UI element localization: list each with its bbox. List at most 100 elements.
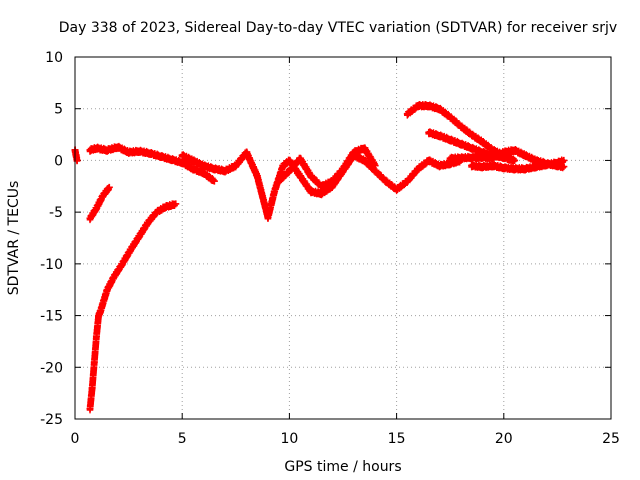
data-point (360, 144, 368, 152)
data-point (478, 138, 486, 146)
data-point (118, 260, 126, 268)
data-point (435, 162, 443, 170)
data-point (371, 162, 379, 170)
data-point (446, 113, 454, 121)
data-point (152, 208, 160, 216)
data-point (468, 144, 476, 152)
data-point (127, 245, 135, 253)
data-point (543, 161, 551, 169)
data-point (435, 105, 443, 113)
data-point (243, 148, 251, 156)
data-point (97, 306, 105, 314)
x-axis-label: GPS time / hours (284, 459, 401, 475)
data-point (489, 153, 497, 161)
data-point (264, 213, 272, 221)
y-tick-label: -10 (40, 257, 63, 273)
x-tick-label: 20 (495, 431, 513, 447)
data-point (95, 312, 103, 320)
axis-ticks: 0 5 10 15 20 25 -25 -20 -15 -10 -5 0 5 10 (40, 50, 620, 447)
data-point (110, 273, 118, 281)
data-point (210, 177, 218, 185)
data-point (178, 151, 186, 159)
data-point (511, 165, 519, 173)
data-point (553, 158, 561, 166)
data-point (468, 162, 476, 170)
data-points (71, 101, 568, 414)
data-point (86, 405, 94, 413)
data-point (457, 122, 465, 130)
data-point (285, 167, 293, 175)
data-point (72, 151, 80, 159)
data-point (435, 132, 443, 140)
data-point (88, 384, 96, 392)
data-point (318, 190, 326, 198)
data-point (210, 165, 218, 173)
series-arc-4 (86, 200, 180, 414)
data-point (307, 187, 315, 195)
data-point (221, 167, 229, 175)
chart-title: Day 338 of 2023, Sidereal Day-to-day VTE… (59, 20, 617, 36)
series-arc-3 (86, 183, 113, 224)
data-point (560, 163, 568, 171)
data-point (414, 165, 422, 173)
data-point (279, 162, 287, 170)
data-point (189, 165, 197, 173)
y-tick-label: -5 (49, 205, 63, 221)
x-tick-label: 5 (178, 431, 187, 447)
data-point (339, 165, 347, 173)
y-tick-label: 0 (54, 153, 63, 169)
point-markers (275, 144, 379, 192)
data-point (103, 286, 111, 294)
data-point (532, 156, 540, 164)
series-arc-10 (468, 156, 568, 174)
data-point (350, 148, 358, 156)
x-tick-label: 15 (388, 431, 406, 447)
data-point (500, 164, 508, 172)
data-point (446, 154, 454, 162)
data-point (285, 156, 293, 164)
data-point (457, 140, 465, 148)
data-point (172, 200, 180, 208)
data-point (114, 143, 122, 151)
grid-lines (75, 57, 611, 419)
data-point (296, 154, 304, 162)
data-point (232, 162, 240, 170)
series-arc-9 (446, 146, 568, 172)
data-point (92, 204, 100, 212)
data-point (511, 156, 519, 164)
data-point (92, 332, 100, 340)
data-point (478, 163, 486, 171)
data-point (200, 169, 208, 177)
y-tick-label: 10 (45, 50, 63, 66)
plot-frame (74, 56, 612, 420)
series-arc-6 (275, 144, 379, 192)
x-tick-label: 0 (71, 431, 80, 447)
data-point (425, 129, 433, 137)
data-point (161, 203, 169, 211)
data-point (403, 110, 411, 118)
data-point (92, 144, 100, 152)
data-point (167, 155, 175, 163)
data-point (446, 136, 454, 144)
y-tick-label: -20 (40, 360, 63, 376)
y-tick-label: 5 (54, 102, 63, 118)
data-point (135, 232, 143, 240)
data-point (360, 156, 368, 164)
data-point (296, 172, 304, 180)
data-point (425, 102, 433, 110)
data-point (200, 162, 208, 170)
x-tick-label: 25 (602, 431, 620, 447)
data-point (125, 148, 133, 156)
x-tick-label: 10 (280, 431, 298, 447)
data-point (328, 177, 336, 185)
data-point (86, 214, 94, 222)
data-point (560, 156, 568, 164)
data-point (521, 165, 529, 173)
data-point (86, 146, 94, 154)
series-arc-2 (86, 142, 218, 185)
data-point (157, 152, 165, 160)
data-point (500, 148, 508, 156)
data-point (105, 183, 113, 191)
data-point (532, 163, 540, 171)
